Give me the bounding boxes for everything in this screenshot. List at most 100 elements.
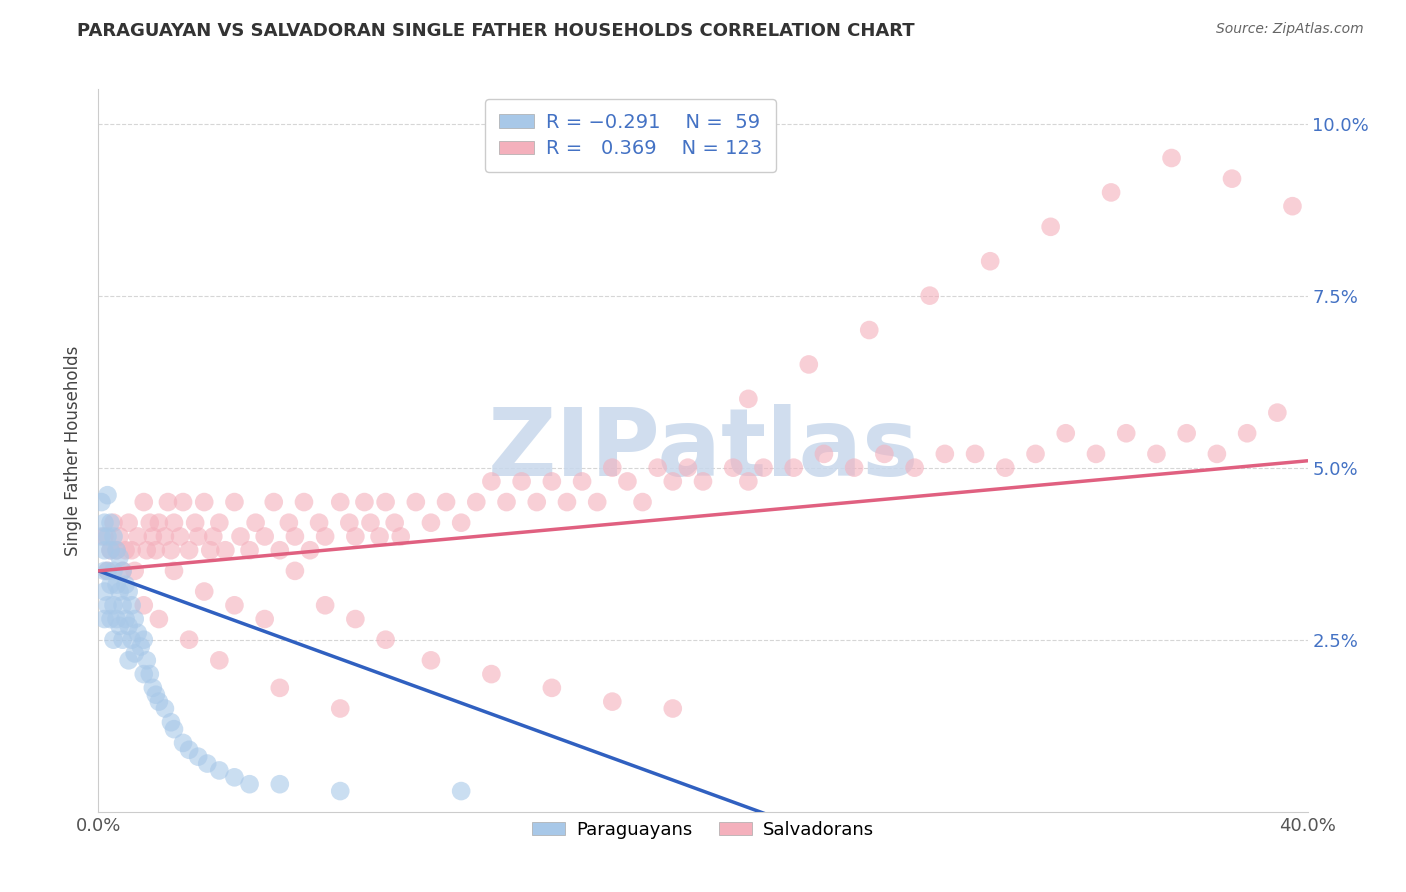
Point [127,625,149,640]
Point [1144,447,1167,461]
Point [100,577,122,591]
Point [224,599,246,613]
Point [124,564,146,578]
Point [616,475,638,489]
Point [229,529,252,543]
Point [124,612,146,626]
Point [121,632,143,647]
Point [139,516,162,530]
Point [647,460,669,475]
Point [384,516,406,530]
Point [93,516,115,530]
Point [93,612,115,626]
Point [108,584,131,599]
Point [994,460,1017,475]
Point [193,584,215,599]
Point [344,612,367,626]
Point [118,653,141,667]
Y-axis label: Single Father Households: Single Father Households [65,345,83,556]
Point [353,495,375,509]
Point [239,543,262,558]
Point [208,516,231,530]
Point [314,599,336,613]
Point [132,495,155,509]
Point [737,392,759,406]
Point [96,564,118,578]
Point [124,647,146,661]
Point [156,495,179,509]
Point [103,599,125,613]
Point [540,475,562,489]
Point [96,564,118,578]
Point [586,495,609,509]
Point [163,564,186,578]
Point [100,516,122,530]
Point [269,777,291,791]
Point [96,599,118,613]
Point [145,543,167,558]
Point [187,529,209,543]
Point [153,529,176,543]
Point [1206,447,1229,461]
Point [100,543,122,558]
Point [121,543,143,558]
Point [308,516,330,530]
Point [129,640,152,654]
Point [1220,171,1243,186]
Point [602,460,624,475]
Point [103,529,125,543]
Point [93,543,115,558]
Point [214,543,236,558]
Point [555,495,578,509]
Point [329,784,352,798]
Point [121,599,143,613]
Point [111,564,134,578]
Point [148,612,170,626]
Point [163,516,186,530]
Point [169,529,191,543]
Point [132,632,155,647]
Text: PARAGUAYAN VS SALVADORAN SINGLE FATHER HOUSEHOLDS CORRELATION CHART: PARAGUAYAN VS SALVADORAN SINGLE FATHER H… [77,22,915,40]
Point [114,577,136,591]
Point [526,495,548,509]
Point [434,495,457,509]
Point [292,495,315,509]
Point [90,529,112,543]
Point [602,695,624,709]
Point [253,529,276,543]
Text: Source: ZipAtlas.com: Source: ZipAtlas.com [1216,22,1364,37]
Point [314,529,336,543]
Point [979,254,1001,268]
Point [450,516,472,530]
Point [1115,426,1137,441]
Point [269,681,291,695]
Point [1099,186,1122,200]
Point [96,488,118,502]
Point [374,495,396,509]
Point [195,756,218,771]
Point [405,495,427,509]
Point [153,701,176,715]
Point [1039,219,1062,234]
Point [368,529,391,543]
Point [208,653,231,667]
Point [737,475,759,489]
Point [1054,426,1077,441]
Point [1024,447,1046,461]
Point [1085,447,1108,461]
Point [179,543,201,558]
Point [142,681,165,695]
Point [571,475,593,489]
Point [813,447,835,461]
Point [179,743,201,757]
Point [329,495,352,509]
Text: ZIPatlas: ZIPatlas [488,404,918,497]
Point [108,529,131,543]
Point [96,529,118,543]
Point [374,632,396,647]
Point [299,543,322,558]
Point [245,516,267,530]
Point [1160,151,1182,165]
Point [145,688,167,702]
Point [118,516,141,530]
